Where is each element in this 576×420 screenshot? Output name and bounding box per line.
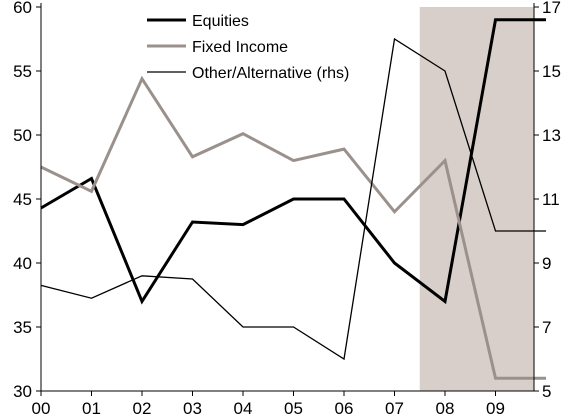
y-tick-label-left: 45 bbox=[13, 190, 32, 209]
x-tick-label: 08 bbox=[436, 399, 455, 418]
y-tick-label-left: 30 bbox=[13, 382, 32, 401]
series-layer bbox=[40, 18, 546, 380]
y-tick-label-right: 17 bbox=[542, 0, 561, 17]
y-tick-label-left: 50 bbox=[13, 126, 32, 145]
series-line-fixed-income bbox=[40, 75, 546, 380]
series-line-other-alternative-rhs bbox=[40, 37, 546, 361]
x-tick-label: 05 bbox=[284, 399, 303, 418]
y-tick-label-right: 11 bbox=[542, 190, 560, 209]
x-tick-label: 00 bbox=[32, 399, 51, 418]
y-tick-label-left: 60 bbox=[13, 0, 32, 17]
y-tick-label-left: 35 bbox=[13, 318, 32, 337]
shaded-period bbox=[419, 7, 534, 391]
legend-label-fixed-income: Fixed Income bbox=[192, 39, 288, 56]
x-tick-label: 01 bbox=[82, 399, 101, 418]
series-line-equities bbox=[40, 18, 546, 305]
x-tick-label: 07 bbox=[385, 399, 404, 418]
x-tick-label: 02 bbox=[133, 399, 152, 418]
legend: Equities Fixed Income Other/Alternative … bbox=[147, 13, 349, 82]
x-tick-label: 04 bbox=[234, 399, 253, 418]
y-tick-label-left: 55 bbox=[13, 62, 32, 81]
y-tick-label-right: 5 bbox=[542, 382, 551, 401]
x-tick-label: 06 bbox=[335, 399, 354, 418]
y-tick-label-left: 40 bbox=[13, 254, 32, 273]
x-tick-label: 09 bbox=[486, 399, 505, 418]
legend-label-equities: Equities bbox=[192, 13, 249, 30]
y-tick-label-right: 15 bbox=[542, 62, 561, 81]
y-tick-label-right: 13 bbox=[542, 126, 561, 145]
y-tick-label-right: 7 bbox=[542, 318, 551, 337]
y-tick-label-right: 9 bbox=[542, 254, 551, 273]
x-tick-label: 03 bbox=[183, 399, 202, 418]
axes-layer: 30 35 40 45 50 55 60 5 7 9 11 13 15 17 00 01 02 03 04 05 06 0… bbox=[13, 0, 561, 418]
legend-label-other-alternative: Other/Alternative (rhs) bbox=[192, 65, 349, 82]
